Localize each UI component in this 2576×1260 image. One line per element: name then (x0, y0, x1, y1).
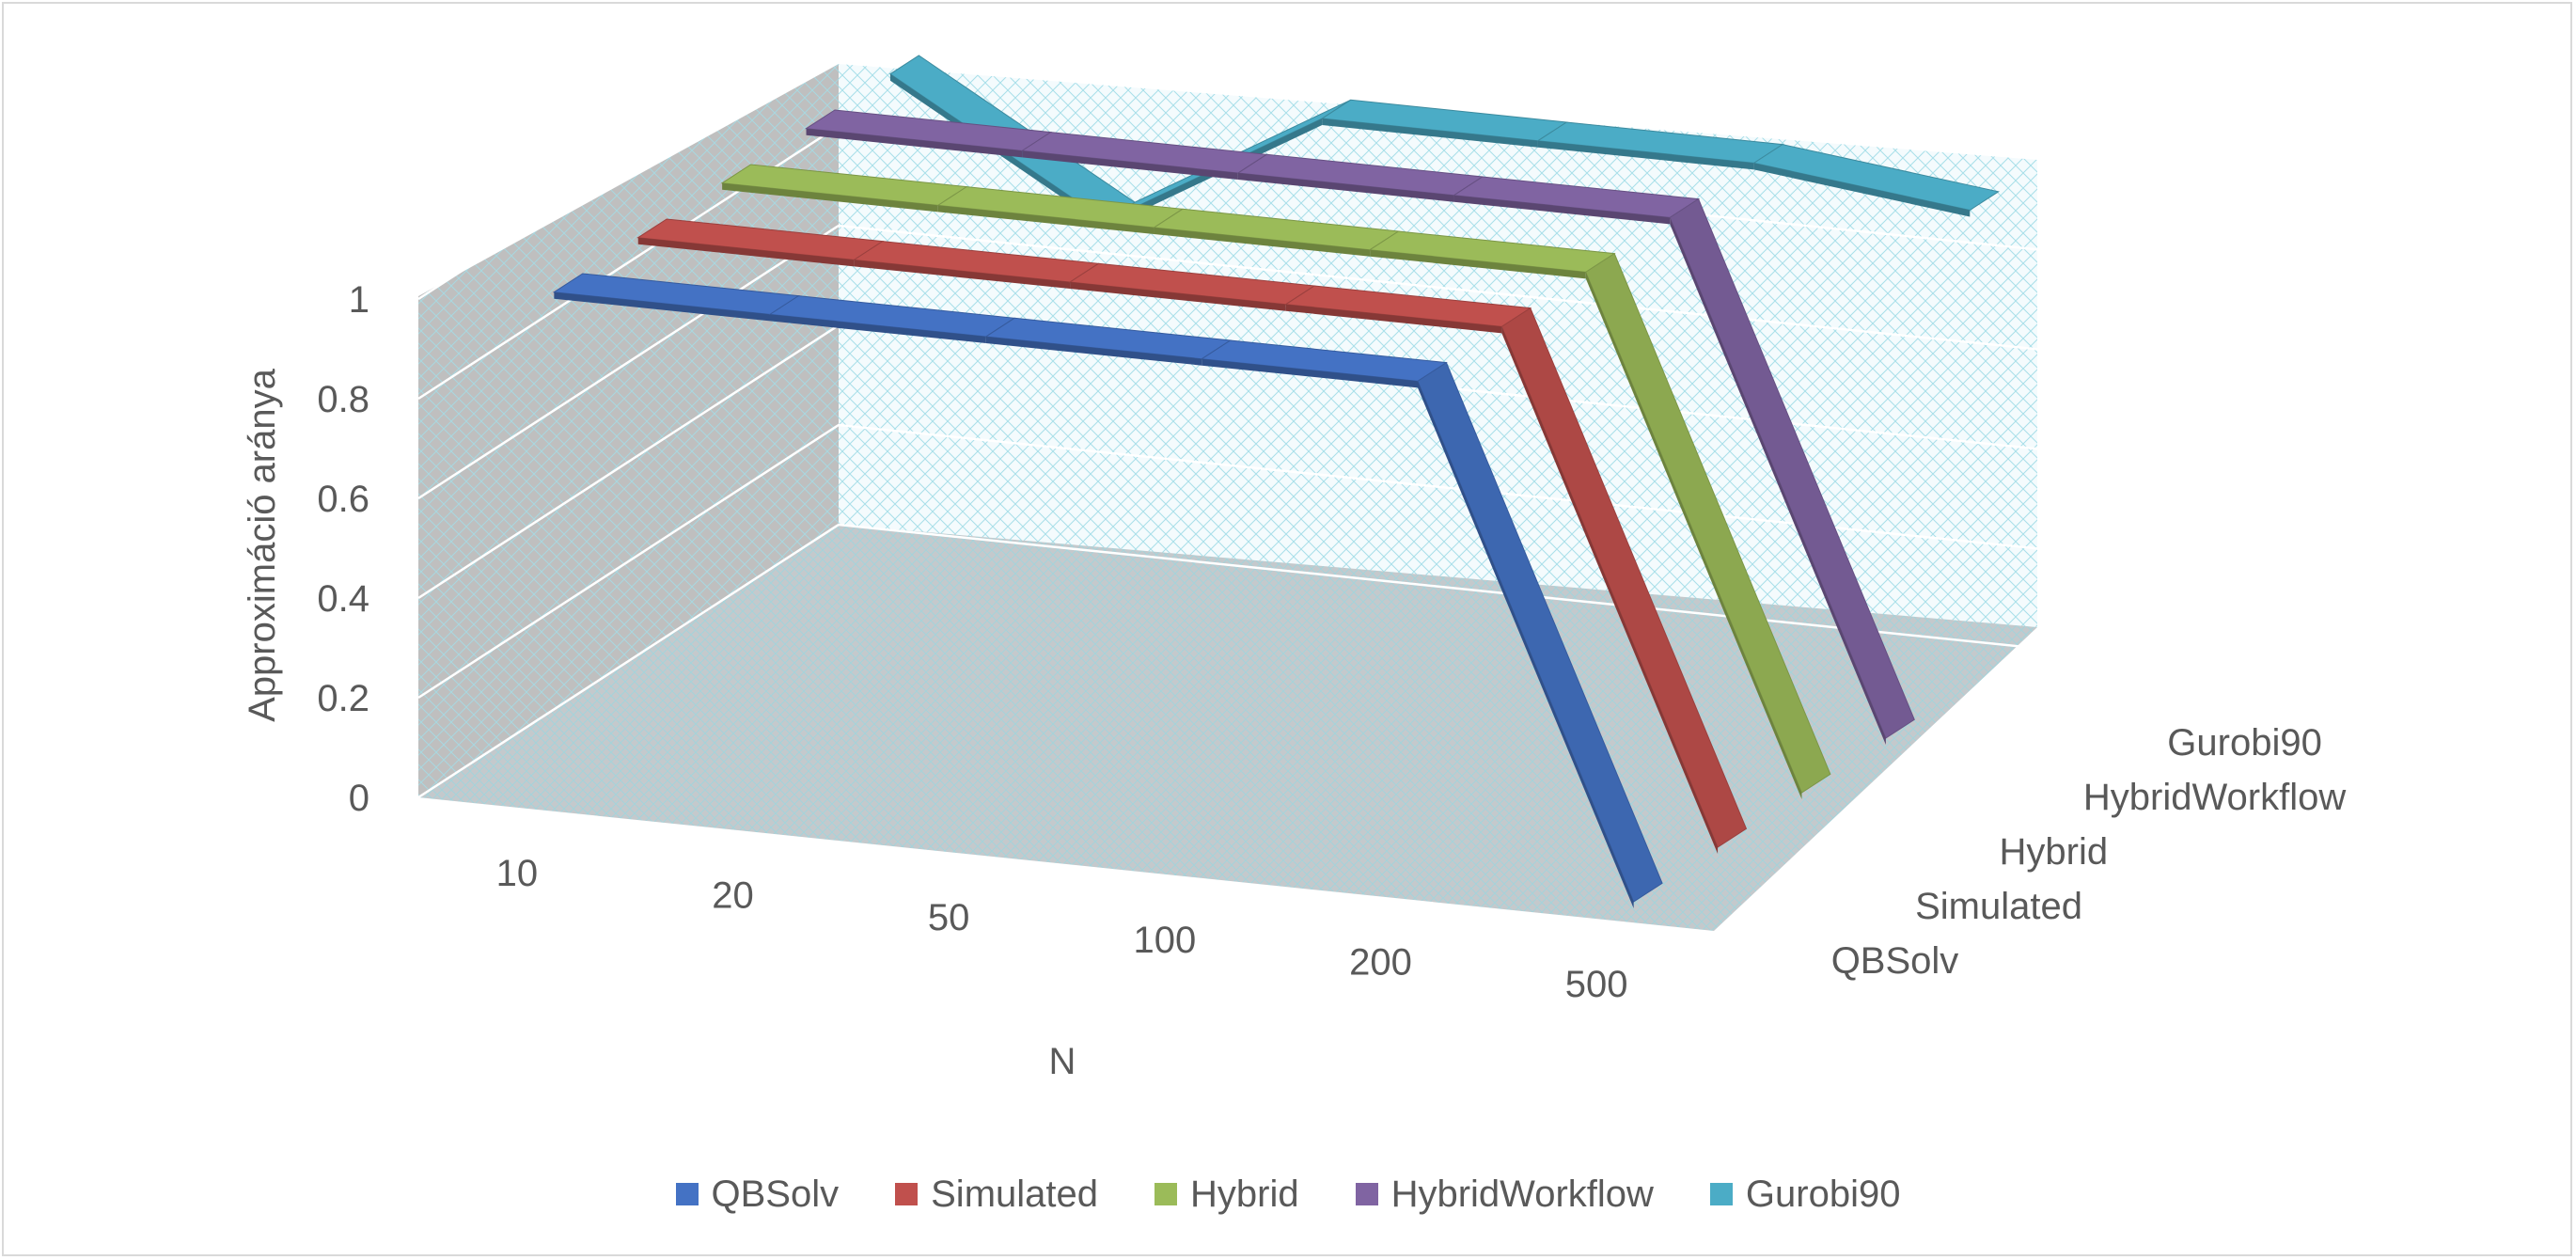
line-segment-edge (854, 260, 1071, 290)
depth-tick-label: Simulated (1915, 886, 2082, 927)
legend-swatch (1154, 1183, 1177, 1205)
line-segment-edge (1585, 272, 1802, 800)
y-axis-ticks: 0 0.2 0.4 0.6 0.8 1 (317, 279, 369, 819)
x-axis-ticks: 10 20 50 100 200 500 (496, 853, 1628, 1005)
y-axis-title: Approximáció aránya (242, 368, 283, 721)
legend-swatch (675, 1183, 699, 1205)
series-qbsolv (552, 273, 1663, 909)
depth-tick-label: QBSolv (1831, 940, 1959, 982)
x-tick-label: 20 (712, 875, 754, 917)
legend-item: Gurobi90 (1709, 1173, 1901, 1216)
y-tick-label: 0.2 (317, 678, 369, 719)
line-segment-edge (1753, 163, 1971, 217)
line-segment-edge (1370, 249, 1586, 279)
legend-label: Simulated (931, 1173, 1098, 1215)
legend-item: QBSolv (675, 1173, 840, 1216)
line-segment-edge (1237, 173, 1454, 202)
line-segment-edge (1501, 326, 1719, 855)
legend-swatch (1709, 1183, 1733, 1205)
line-segment-edge (1453, 195, 1671, 225)
line-segment-edge (1418, 381, 1634, 909)
series-hybrid (720, 164, 1831, 800)
legend-label: Gurobi90 (1745, 1173, 1901, 1215)
line-segment-edge (1285, 304, 1502, 334)
x-tick-label: 200 (1349, 942, 1412, 984)
series-simulated (636, 218, 1748, 855)
line-segment-edge (1022, 150, 1238, 181)
x-tick-label: 100 (1133, 920, 1196, 961)
legend-item: Hybrid (1154, 1173, 1299, 1216)
line-segment (1500, 307, 1748, 848)
series-hybridworkflow (805, 109, 1915, 746)
line-segment-edge (722, 182, 938, 213)
line-segment (1417, 361, 1663, 903)
depth-tick-label: HybridWorkflow (2083, 777, 2346, 818)
y-tick-label: 0 (349, 778, 369, 819)
line-segment-edge (1154, 228, 1371, 257)
y-tick-label: 0.4 (317, 578, 369, 620)
y-tick-label: 1 (349, 279, 369, 321)
line-segment-edge (1670, 217, 1886, 746)
legend-swatch (895, 1183, 919, 1205)
gridline (417, 523, 2135, 799)
depth-tick-label: Hybrid (2000, 831, 2109, 873)
x-axis-title: N (1049, 1041, 1076, 1082)
legend-item: Simulated (895, 1173, 1098, 1216)
x-tick-label: 50 (928, 897, 970, 938)
line-segment-edge (985, 337, 1202, 366)
x-tick-label: 500 (1565, 964, 1628, 1005)
y-tick-label: 0.8 (317, 379, 369, 420)
line-segment-edge (806, 128, 1023, 158)
line-segment-edge (1202, 358, 1419, 388)
depth-axis-ticks: QBSolv Simulated Hybrid HybridWorkflow Gurob… (1831, 722, 2347, 982)
gridline (417, 224, 2135, 500)
legend: QBSolv Simulated Hybrid HybridWorkflow Gurob… (0, 1166, 2576, 1222)
x-tick-label: 10 (496, 853, 539, 894)
line-segment-edge (637, 237, 855, 267)
legend-label: HybridWorkflow (1390, 1173, 1654, 1215)
legend-item: HybridWorkflow (1355, 1173, 1654, 1216)
depth-tick-label: Gurobi90 (2167, 722, 2322, 764)
legend-label: QBSolv (711, 1173, 840, 1215)
legend-label: Hybrid (1190, 1173, 1299, 1215)
line-segment-edge (1322, 118, 1538, 148)
gridline (417, 24, 2135, 301)
line-segment-edge (1070, 282, 1286, 311)
y-tick-label: 0.6 (317, 479, 369, 520)
line-segment-edge (554, 291, 771, 322)
line-segment-edge (1537, 140, 1754, 170)
line-segment-edge (937, 205, 1154, 235)
legend-swatch (1355, 1183, 1378, 1205)
series-ribbons (552, 55, 2000, 909)
line-segment-edge (770, 314, 986, 344)
